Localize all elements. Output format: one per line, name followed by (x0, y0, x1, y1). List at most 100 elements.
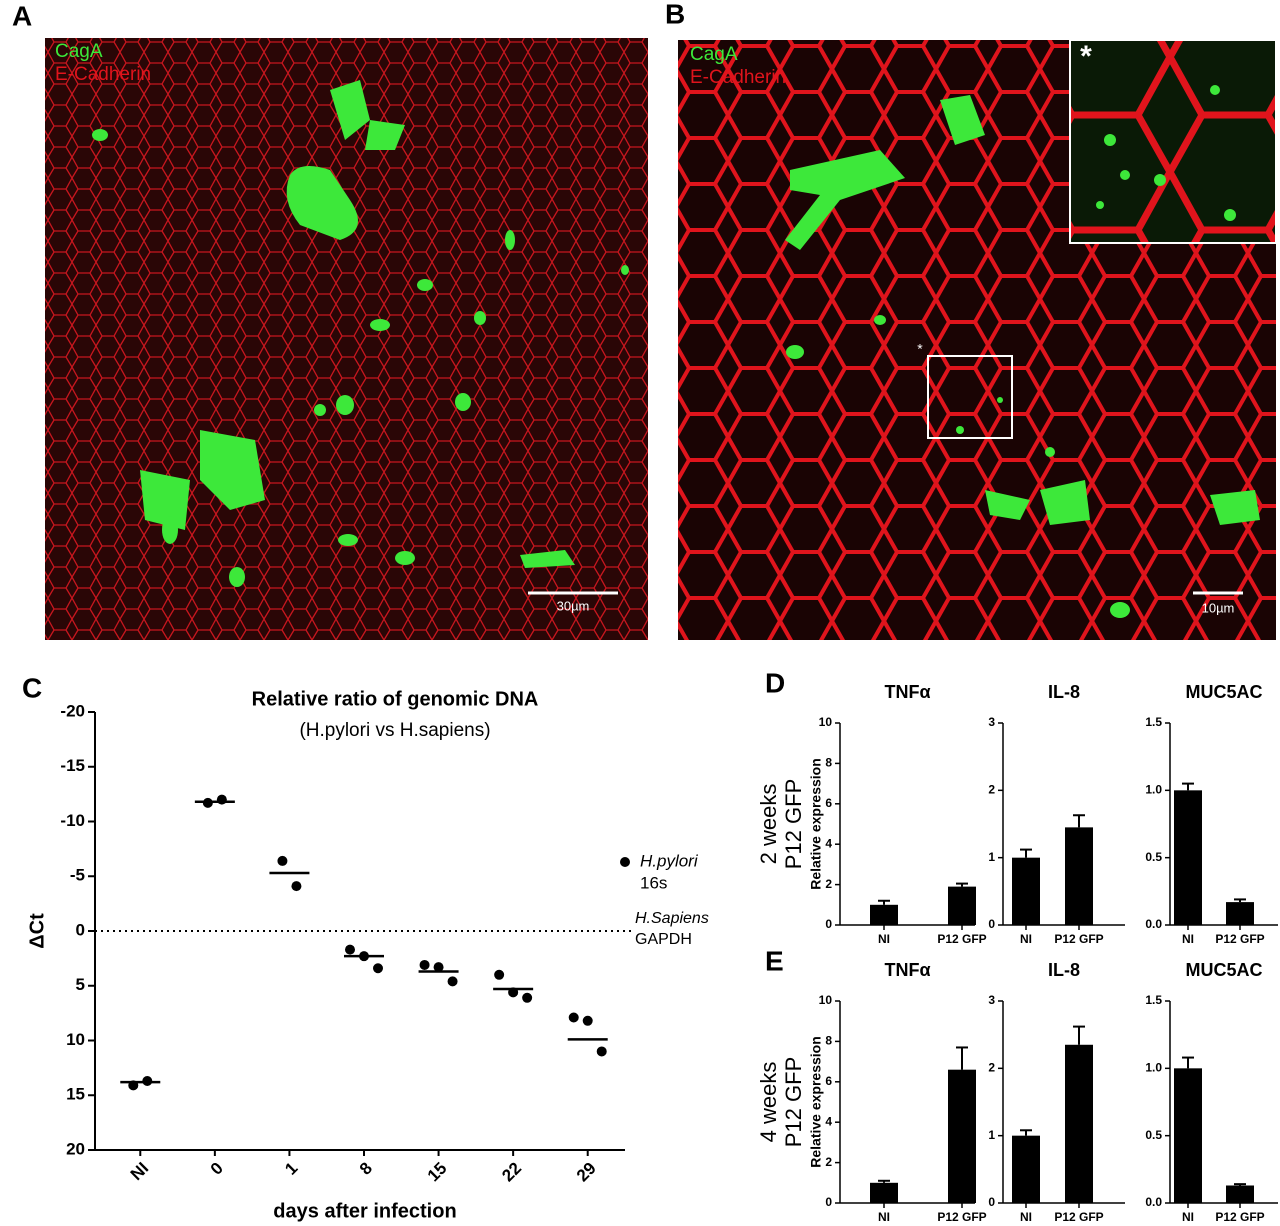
y-tick-label: 0.5 (1145, 850, 1162, 864)
y-tick-label: 0.5 (1145, 1128, 1162, 1142)
chart-title: MUC5AC (1185, 682, 1262, 702)
bar (948, 1069, 976, 1203)
y-tick-label: 2 (988, 783, 995, 797)
data-point (596, 1046, 607, 1057)
x-tick-label: P12 GFP (1054, 1210, 1103, 1224)
y-tick-label: 3 (988, 993, 995, 1007)
row-label: Relative expression (808, 758, 824, 890)
bar (1174, 1068, 1202, 1203)
data-point (202, 797, 213, 808)
y-tick-label: 8 (825, 756, 832, 770)
data-point (419, 959, 430, 970)
row-label: P12 GFP (781, 1057, 806, 1147)
bar (870, 1182, 898, 1203)
panel-letter: D (765, 667, 785, 698)
chart-title: IL-8 (1048, 960, 1080, 980)
y-tick-label: 3 (988, 715, 995, 729)
bar (948, 886, 976, 925)
x-tick-label: 29 (573, 1159, 600, 1186)
y-tick-label: 0 (825, 917, 832, 931)
row-label: 4 weeks (756, 1062, 781, 1143)
y-tick-label: 10 (819, 993, 833, 1007)
y-tick-label: 1.5 (1145, 993, 1162, 1007)
bar (1226, 902, 1254, 925)
chart-title: MUC5AC (1185, 960, 1262, 980)
legend-label: 16s (640, 873, 667, 892)
panel-letter: A (12, 0, 32, 31)
data-point (345, 944, 355, 955)
chart-title: TNFα (884, 960, 930, 980)
data-point (447, 976, 458, 987)
data-point (582, 1015, 593, 1026)
legend-label: H.pylori (640, 851, 699, 870)
inset-marker: * (1080, 40, 1092, 73)
x-tick-label: P12 GFP (1054, 932, 1103, 946)
row-label: P12 GFP (781, 779, 806, 869)
y-tick-label: -20 (60, 701, 85, 720)
bar (1065, 827, 1093, 925)
micrograph-b (678, 39, 1277, 640)
data-point (522, 992, 533, 1003)
y-tick-label: 0 (76, 920, 85, 939)
row-label: Relative expression (808, 1036, 824, 1168)
data-point (373, 963, 383, 974)
y-tick-label: 2 (825, 877, 832, 891)
x-tick-label: NI (1020, 932, 1032, 946)
bar (870, 904, 898, 925)
data-point (568, 1012, 579, 1023)
y-tick-label: 4 (825, 1114, 832, 1128)
bar (1012, 1135, 1040, 1203)
y-tick-label: 8 (825, 1034, 832, 1048)
x-tick-label: NI (878, 1210, 890, 1224)
bar (1174, 790, 1202, 925)
x-tick-label: P12 GFP (1215, 1210, 1264, 1224)
y-tick-label: 1 (988, 1128, 995, 1142)
panel-letter: B (665, 0, 685, 29)
inset-marker: * (917, 341, 923, 357)
x-tick-label: P12 GFP (937, 1210, 986, 1224)
y-tick-label: 1 (988, 850, 995, 864)
x-tick-label: NI (127, 1159, 152, 1184)
legend-label: CagA (55, 41, 103, 62)
y-tick-label: 0 (825, 1195, 832, 1209)
chart-title: IL-8 (1048, 682, 1080, 702)
y-tick-label: 5 (76, 975, 85, 994)
bar (1065, 1044, 1093, 1203)
y-tick-label: 0 (988, 917, 995, 931)
data-point (494, 969, 505, 980)
reference-label: H.Sapiens (635, 910, 709, 927)
row-label: 2 weeks (756, 784, 781, 865)
y-tick-label: -15 (60, 756, 85, 775)
reference-label: GAPDH (635, 931, 692, 948)
legend-marker (620, 857, 630, 867)
x-tick-label: 8 (356, 1159, 376, 1179)
chart-subtitle: (H.pylori vs H.sapiens) (299, 720, 490, 741)
y-tick-label: 10 (66, 1030, 85, 1049)
data-point (508, 987, 519, 998)
x-tick-label: NI (878, 932, 890, 946)
x-tick-label: NI (1182, 1210, 1194, 1224)
x-axis-label: days after infection (273, 1200, 456, 1222)
data-point (277, 855, 288, 866)
x-tick-label: P12 GFP (937, 932, 986, 946)
data-point (433, 962, 444, 973)
micrograph-a (45, 38, 648, 640)
x-tick-label: 1 (281, 1159, 301, 1179)
scale-bar-label: 30µm (557, 598, 590, 613)
data-point (142, 1076, 153, 1087)
y-axis-label: ΔCt (26, 913, 48, 949)
y-tick-label: 0.0 (1145, 917, 1162, 931)
y-tick-label: -5 (70, 866, 85, 885)
y-tick-label: 1.0 (1145, 783, 1162, 797)
y-tick-label: 20 (66, 1139, 85, 1158)
panel-letter: E (765, 945, 784, 976)
scale-bar-label: 10µm (1202, 600, 1235, 615)
y-tick-label: 0 (988, 1195, 995, 1209)
panel-letter: C (22, 672, 42, 703)
x-tick-label: P12 GFP (1215, 932, 1264, 946)
legend-label: E-Cadherin (55, 64, 151, 85)
legend-label: CagA (690, 44, 738, 65)
data-point (128, 1080, 139, 1091)
chart-title: Relative ratio of genomic DNA (252, 688, 539, 710)
